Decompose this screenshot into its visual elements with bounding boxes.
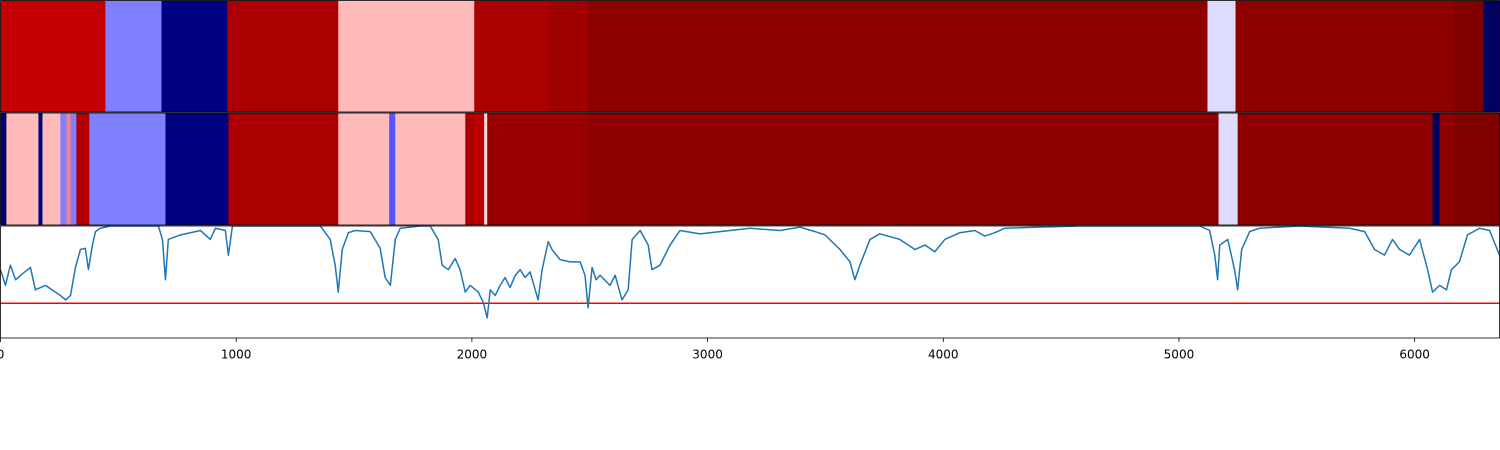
segment <box>395 113 466 225</box>
segment <box>227 0 339 112</box>
segment <box>1454 113 1500 225</box>
segment <box>465 113 475 225</box>
segment <box>60 113 67 225</box>
segment <box>228 113 339 225</box>
x-tick-label: 2000 <box>457 348 488 362</box>
segment <box>1218 113 1238 225</box>
segment <box>487 113 588 225</box>
segment <box>474 0 549 112</box>
segment <box>66 113 71 225</box>
x-tick-label: 0 <box>0 348 4 362</box>
segment <box>338 0 475 112</box>
x-tick-label: 6000 <box>1399 348 1430 362</box>
segment <box>1235 0 1455 112</box>
segment <box>0 113 7 225</box>
segment <box>89 113 166 225</box>
segment <box>165 113 229 225</box>
segment <box>76 113 90 225</box>
segment <box>70 113 77 225</box>
x-tick-label: 5000 <box>1164 348 1195 362</box>
segment <box>105 0 162 112</box>
x-tick-label: 1000 <box>221 348 252 362</box>
segment <box>587 0 1208 112</box>
segment <box>1483 0 1500 112</box>
segment <box>0 0 106 112</box>
segment <box>484 113 488 225</box>
segment <box>587 113 1219 225</box>
segment <box>1237 113 1433 225</box>
x-tick-label: 3000 <box>692 348 723 362</box>
segment <box>548 0 588 112</box>
segment <box>338 113 390 225</box>
segment <box>1207 0 1236 112</box>
segment <box>6 113 39 225</box>
segment <box>161 0 228 112</box>
segment <box>389 113 396 225</box>
segment <box>1432 113 1440 225</box>
segment <box>474 113 485 225</box>
x-tick-label: 4000 <box>928 348 959 362</box>
segment <box>38 113 43 225</box>
segment <box>1454 0 1484 112</box>
segment <box>1439 113 1455 225</box>
data-line <box>0 225 1500 319</box>
segment <box>42 113 61 225</box>
panel-frame <box>0 225 1500 339</box>
